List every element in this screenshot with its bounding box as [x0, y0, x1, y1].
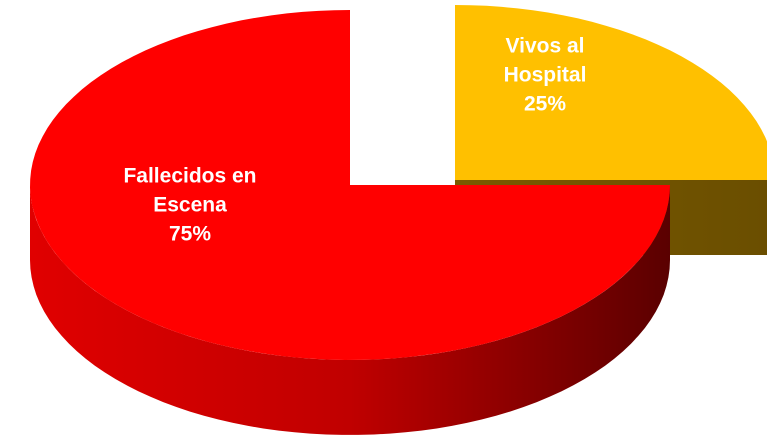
slice-label: Fallecidos en Escena 75%	[105, 162, 275, 249]
slice-side	[30, 185, 670, 435]
slice-category: Fallecidos en Escena	[123, 164, 257, 217]
slice	[455, 5, 767, 180]
slice	[30, 10, 670, 360]
slice-value: 25%	[523, 92, 567, 116]
slice-category: Vivos al Hospital	[503, 34, 587, 87]
slice-value: 75%	[168, 222, 212, 246]
slice-label: Vivos al Hospital 25%	[490, 32, 600, 119]
